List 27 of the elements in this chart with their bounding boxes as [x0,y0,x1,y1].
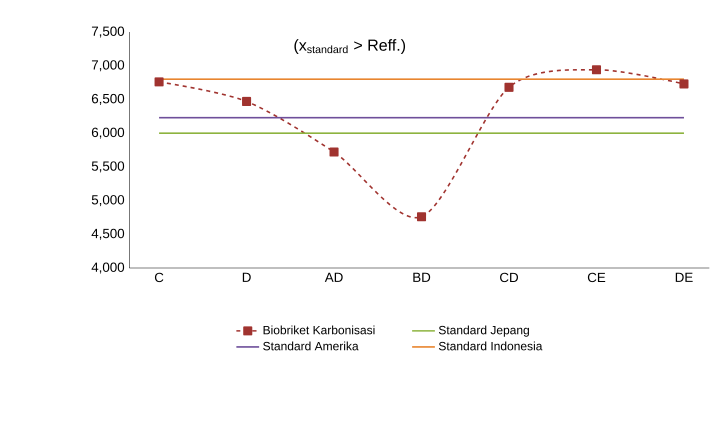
x-tick-label: AD [324,272,343,282]
y-tick-label: 4,500 [92,228,124,240]
legend-label: Standard Jepang [438,326,529,337]
legend-label: Standard Amerika [263,342,359,350]
y-tick-label: 4,000 [92,262,124,274]
point [592,65,602,74]
y-tick-label: 7,500 [92,26,124,38]
x-tick-label: CE [588,272,606,282]
annotation: (x$_{standard}$ > Reff.) [294,39,406,54]
y-tick-label: 5,000 [92,195,124,206]
point [504,82,514,92]
x-tick-label: D [242,272,251,282]
y-tick-label: 5,500 [92,161,124,172]
y-tick-label: 7,000 [92,60,124,72]
point [416,212,426,222]
point [330,147,339,157]
x-tick-label: BD [413,272,430,282]
x-tick-label: C [154,272,164,282]
y-tick-label: 6,500 [92,94,124,105]
y-tick-label: 6,000 [92,128,124,139]
x-tick-label: DE [676,272,693,282]
point [679,79,689,88]
legend-label: Biobriket Karbonisasi [264,326,374,334]
point [242,96,252,106]
point [154,77,164,86]
x-tick-label: CD [500,272,518,282]
legend-label: Standard Indonesia [438,342,542,350]
